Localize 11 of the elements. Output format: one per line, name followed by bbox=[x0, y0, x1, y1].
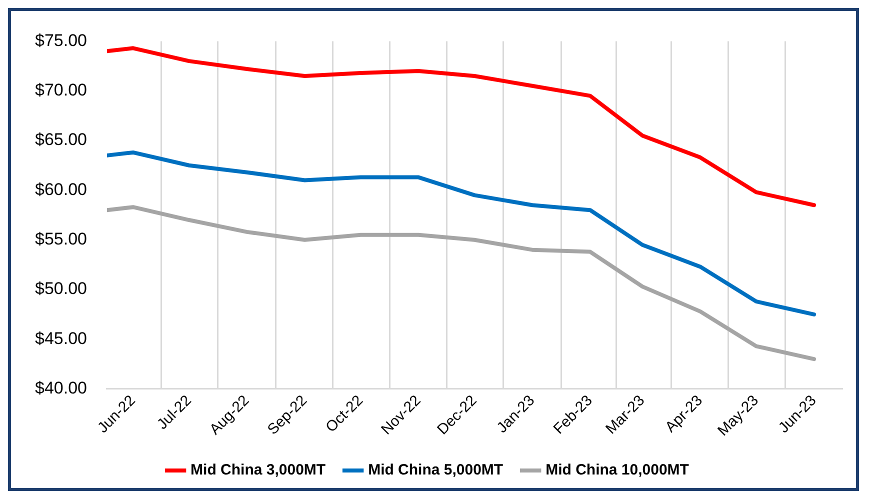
y-tick-label: $65.00 bbox=[34, 130, 87, 150]
y-tick-label: $70.00 bbox=[34, 80, 87, 100]
y-tick-label: $60.00 bbox=[34, 180, 87, 199]
y-tick-label: $40.00 bbox=[34, 378, 87, 398]
legend-label: Mid China 10,000MT bbox=[546, 462, 689, 479]
legend-label: Mid China 3,000MT bbox=[190, 462, 326, 479]
legend-label: Mid China 5,000MT bbox=[368, 462, 504, 479]
y-tick-label: $55.00 bbox=[34, 230, 87, 249]
y-tick-label: $50.00 bbox=[34, 279, 87, 298]
y-tick-label: $75.00 bbox=[34, 30, 87, 50]
y-tick-label: $45.00 bbox=[34, 328, 87, 348]
